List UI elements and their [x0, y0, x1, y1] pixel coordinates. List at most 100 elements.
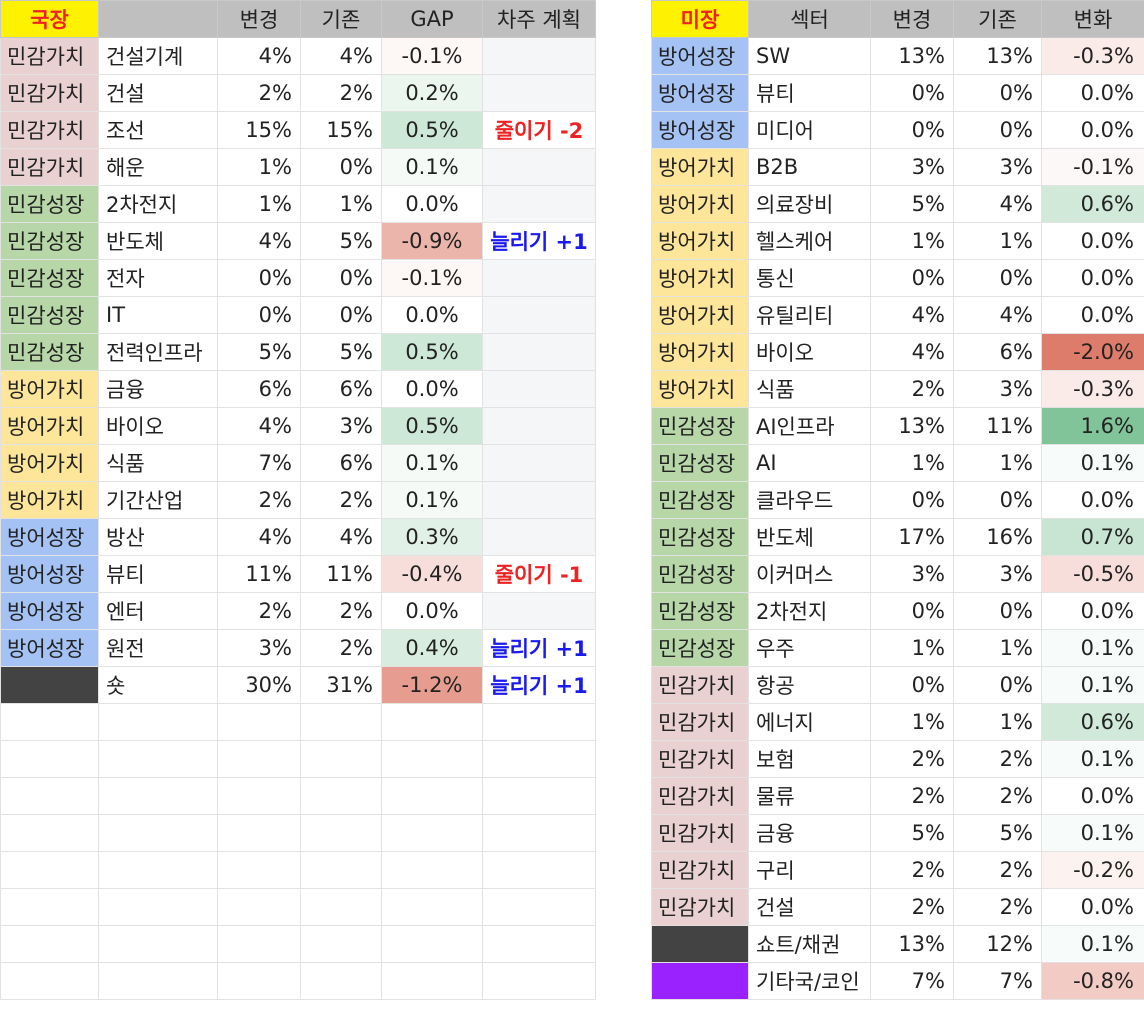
- category-cell[interactable]: 방어가치: [651, 259, 749, 297]
- new-weight-cell[interactable]: 0%: [217, 259, 301, 297]
- plan-cell[interactable]: [482, 259, 596, 297]
- change-cell[interactable]: -0.8%: [1041, 962, 1144, 1000]
- us-header-old[interactable]: 기존: [953, 0, 1042, 38]
- change-cell[interactable]: 0.1%: [1041, 814, 1144, 852]
- empty-cell[interactable]: [300, 925, 382, 963]
- new-weight-cell[interactable]: 3%: [870, 148, 954, 186]
- category-cell[interactable]: 민감가치: [651, 740, 749, 778]
- empty-cell[interactable]: [300, 851, 382, 889]
- us-header-new[interactable]: 변경: [870, 0, 954, 38]
- category-cell[interactable]: 방어가치: [651, 185, 749, 223]
- gap-cell[interactable]: 0.5%: [381, 111, 483, 149]
- category-cell[interactable]: 방어가치: [651, 370, 749, 408]
- sector-cell[interactable]: 뷰티: [748, 74, 871, 112]
- gap-cell[interactable]: 0.1%: [381, 481, 483, 519]
- plan-cell[interactable]: [482, 148, 596, 186]
- empty-cell[interactable]: [300, 814, 382, 852]
- old-weight-cell[interactable]: 0%: [953, 481, 1042, 519]
- empty-cell[interactable]: [0, 777, 99, 815]
- empty-cell[interactable]: [381, 851, 483, 889]
- gap-cell[interactable]: 0.0%: [381, 185, 483, 223]
- empty-cell[interactable]: [0, 814, 99, 852]
- category-cell[interactable]: 민감성장: [0, 296, 99, 334]
- new-weight-cell[interactable]: 0%: [217, 296, 301, 334]
- empty-cell[interactable]: [98, 888, 218, 926]
- kr-header-old[interactable]: 기존: [300, 0, 382, 38]
- empty-cell[interactable]: [300, 740, 382, 778]
- plan-cell[interactable]: [482, 185, 596, 223]
- change-cell[interactable]: 0.0%: [1041, 111, 1144, 149]
- plan-cell[interactable]: [482, 333, 596, 371]
- old-weight-cell[interactable]: 0%: [953, 74, 1042, 112]
- new-weight-cell[interactable]: 7%: [870, 962, 954, 1000]
- plan-cell[interactable]: [482, 296, 596, 334]
- sector-cell[interactable]: 바이오: [98, 407, 218, 445]
- new-weight-cell[interactable]: 3%: [870, 555, 954, 593]
- gap-cell[interactable]: 0.0%: [381, 370, 483, 408]
- old-weight-cell[interactable]: 3%: [953, 555, 1042, 593]
- old-weight-cell[interactable]: 0%: [300, 296, 382, 334]
- sector-cell[interactable]: 물류: [748, 777, 871, 815]
- old-weight-cell[interactable]: 0%: [953, 666, 1042, 704]
- category-cell[interactable]: 민감성장: [651, 407, 749, 445]
- plan-cell[interactable]: [482, 407, 596, 445]
- old-weight-cell[interactable]: 2%: [300, 481, 382, 519]
- new-weight-cell[interactable]: 2%: [217, 592, 301, 630]
- category-cell[interactable]: 민감성장: [0, 185, 99, 223]
- new-weight-cell[interactable]: 0%: [870, 481, 954, 519]
- new-weight-cell[interactable]: 0%: [870, 259, 954, 297]
- change-cell[interactable]: 0.0%: [1041, 74, 1144, 112]
- change-cell[interactable]: 0.6%: [1041, 185, 1144, 223]
- sector-cell[interactable]: 식품: [98, 444, 218, 482]
- old-weight-cell[interactable]: 6%: [300, 370, 382, 408]
- sector-cell[interactable]: 보험: [748, 740, 871, 778]
- old-weight-cell[interactable]: 2%: [953, 740, 1042, 778]
- plan-cell[interactable]: [482, 444, 596, 482]
- category-cell[interactable]: 방어가치: [651, 222, 749, 260]
- empty-cell[interactable]: [217, 851, 301, 889]
- change-cell[interactable]: -0.3%: [1041, 370, 1144, 408]
- plan-cell[interactable]: 늘리기 +1: [482, 666, 596, 704]
- gap-cell[interactable]: 0.5%: [381, 407, 483, 445]
- new-weight-cell[interactable]: 17%: [870, 518, 954, 556]
- empty-cell[interactable]: [217, 814, 301, 852]
- empty-cell[interactable]: [217, 740, 301, 778]
- new-weight-cell[interactable]: 4%: [217, 407, 301, 445]
- old-weight-cell[interactable]: 4%: [300, 37, 382, 75]
- old-weight-cell[interactable]: 4%: [953, 296, 1042, 334]
- empty-cell[interactable]: [98, 925, 218, 963]
- change-cell[interactable]: 0.1%: [1041, 444, 1144, 482]
- category-cell[interactable]: 방어가치: [0, 481, 99, 519]
- category-cell[interactable]: 방어성장: [651, 74, 749, 112]
- sector-cell[interactable]: 바이오: [748, 333, 871, 371]
- sector-cell[interactable]: 쇼트/채권: [748, 925, 871, 963]
- sector-cell[interactable]: 헬스케어: [748, 222, 871, 260]
- sector-cell[interactable]: AI인프라: [748, 407, 871, 445]
- new-weight-cell[interactable]: 2%: [870, 851, 954, 889]
- old-weight-cell[interactable]: 15%: [300, 111, 382, 149]
- old-weight-cell[interactable]: 4%: [953, 185, 1042, 223]
- category-cell[interactable]: 민감성장: [651, 555, 749, 593]
- empty-cell[interactable]: [381, 740, 483, 778]
- category-cell[interactable]: 민감가치: [651, 814, 749, 852]
- sector-cell[interactable]: 식품: [748, 370, 871, 408]
- sector-cell[interactable]: 전자: [98, 259, 218, 297]
- empty-cell[interactable]: [98, 851, 218, 889]
- gap-cell[interactable]: -0.4%: [381, 555, 483, 593]
- old-weight-cell[interactable]: 12%: [953, 925, 1042, 963]
- sector-cell[interactable]: 원전: [98, 629, 218, 667]
- sector-cell[interactable]: 항공: [748, 666, 871, 704]
- sector-cell[interactable]: IT: [98, 296, 218, 334]
- old-weight-cell[interactable]: 1%: [953, 444, 1042, 482]
- gap-cell[interactable]: 0.3%: [381, 518, 483, 556]
- new-weight-cell[interactable]: 1%: [217, 185, 301, 223]
- change-cell[interactable]: -0.1%: [1041, 148, 1144, 186]
- new-weight-cell[interactable]: 4%: [217, 222, 301, 260]
- category-cell[interactable]: 민감가치: [0, 37, 99, 75]
- gap-cell[interactable]: 0.1%: [381, 148, 483, 186]
- gap-cell[interactable]: 0.1%: [381, 444, 483, 482]
- sector-cell[interactable]: 조선: [98, 111, 218, 149]
- category-cell[interactable]: 방어가치: [651, 296, 749, 334]
- empty-cell[interactable]: [217, 703, 301, 741]
- category-cell[interactable]: 방어성장: [0, 518, 99, 556]
